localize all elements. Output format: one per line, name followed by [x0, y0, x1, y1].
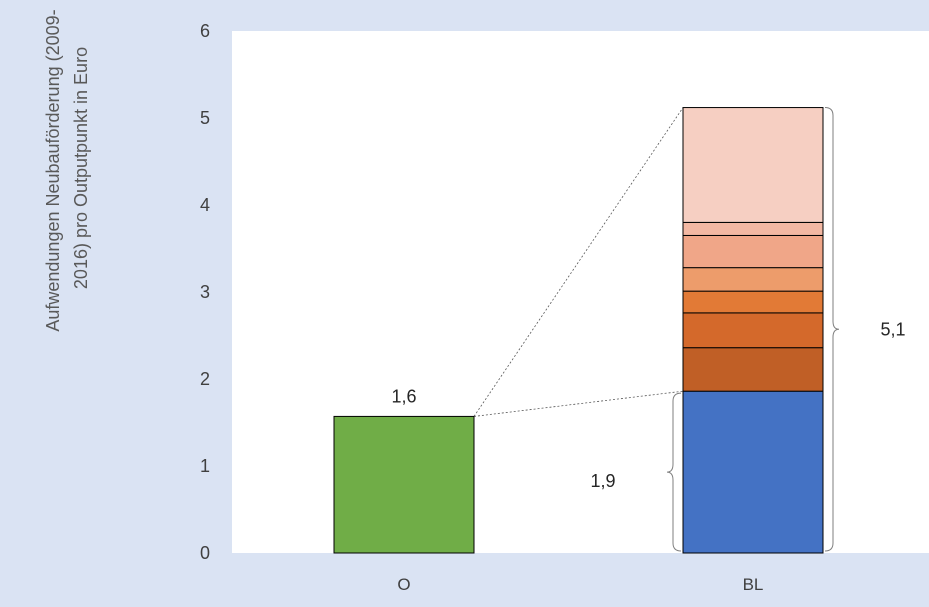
- y-axis: 0 1 2 3 4 5 6: [200, 21, 210, 563]
- y-axis-label-line-2: 2016) pro Outputpunkt in Euro: [71, 47, 91, 289]
- bar-segment-BL-5: [682, 267, 824, 292]
- bar-segment-BL-1: [682, 390, 824, 554]
- brace-label-left: 1,9: [590, 471, 615, 491]
- x-tick-label: BL: [743, 575, 764, 594]
- bar-segment-BL-3: [682, 312, 824, 349]
- braces: [666, 107, 840, 552]
- brace-right: [824, 107, 840, 552]
- bars: [333, 107, 824, 554]
- brace-label-right: 5,1: [880, 319, 905, 339]
- y-tick-label: 2: [200, 369, 210, 389]
- bar-segment-BL-8: [682, 107, 824, 223]
- y-axis-label: Aufwendungen Neubauförderung (2009- 2016…: [43, 4, 91, 331]
- data-label-O: 1,6: [391, 386, 416, 406]
- y-tick-label: 5: [200, 108, 210, 128]
- y-tick-label: 4: [200, 195, 210, 215]
- y-axis-label-line-1: Aufwendungen Neubauförderung (2009-: [43, 9, 63, 331]
- bar-segment-BL-4: [682, 290, 824, 314]
- bar-segment-BL-2: [682, 347, 824, 392]
- bar-segment-BL-6: [682, 234, 824, 269]
- brace-left: [666, 392, 682, 552]
- connector-line-lower: [473, 390, 684, 417]
- connector-lines: [473, 107, 684, 417]
- bar-segment-BL-7: [682, 221, 824, 236]
- bar-segment-O-1: [333, 415, 475, 554]
- y-tick-label: 3: [200, 282, 210, 302]
- y-tick-label: 1: [200, 456, 210, 476]
- y-tick-label: 0: [200, 543, 210, 563]
- x-tick-label: O: [397, 575, 410, 594]
- data-labels: 1,6 1,9 5,1: [391, 319, 905, 491]
- x-axis: O BL: [397, 575, 763, 594]
- y-tick-label: 6: [200, 21, 210, 41]
